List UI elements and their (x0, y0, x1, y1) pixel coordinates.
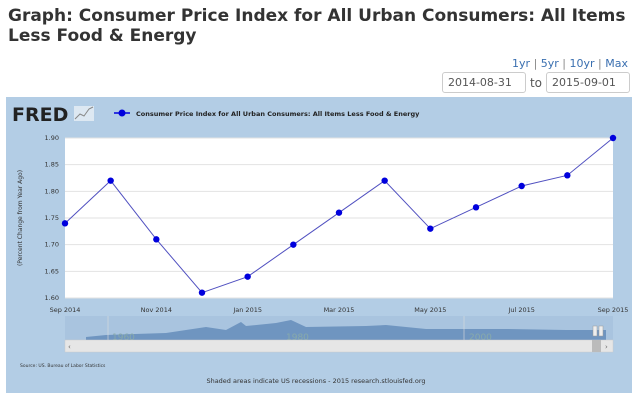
scrollbar-thumb[interactable] (592, 340, 601, 352)
y-tick-label: 1.65 (45, 267, 59, 275)
data-point[interactable] (518, 182, 525, 190)
data-point[interactable] (472, 204, 480, 211)
data-point[interactable] (381, 177, 388, 184)
navigator-label-1960: 1960 (112, 333, 135, 343)
data-point[interactable] (107, 177, 114, 184)
data-point[interactable] (609, 134, 617, 142)
start-date-input[interactable] (441, 72, 526, 93)
data-point[interactable] (198, 289, 206, 296)
date-range: to (441, 72, 630, 93)
scroll-right-icon[interactable]: › (605, 343, 608, 351)
y-tick-label: 1.75 (45, 214, 59, 222)
legend-label[interactable]: Consumer Price Index for All Urban Consu… (136, 110, 420, 118)
x-tick-label: May 2015 (414, 306, 446, 314)
chart-panel: FRED Consumer Price Index for All Urban … (6, 97, 632, 393)
navigator-handle-right[interactable] (598, 325, 604, 337)
page-title: Graph: Consumer Price Index for All Urba… (8, 6, 626, 46)
x-tick-label: Sep 2014 (50, 306, 81, 314)
range-1yr[interactable]: 1yr (512, 57, 531, 70)
navigator-handle-left[interactable] (592, 325, 598, 337)
x-tick-label: Nov 2014 (141, 306, 172, 314)
y-tick-label: 1.90 (45, 134, 59, 142)
fred-logo-graph-icon (74, 106, 94, 121)
data-point[interactable] (290, 241, 297, 248)
range-5yr[interactable]: 5yr (540, 57, 559, 70)
x-tick-label: Jan 2015 (232, 306, 262, 314)
scroll-left-icon[interactable]: ‹ (68, 343, 71, 351)
scrollbar[interactable]: ‹ › (64, 339, 614, 353)
x-tick-label: Mar 2015 (324, 306, 355, 314)
y-tick-label: 1.85 (45, 161, 59, 169)
range-links: 1yr | 5yr | 10yr | Max (512, 57, 628, 70)
data-point[interactable] (335, 209, 343, 216)
data-point[interactable] (564, 172, 571, 179)
y-axis-label: (Percent Change from Year Ago) (17, 170, 24, 266)
chart-svg: FRED Consumer Price Index for All Urban … (12, 104, 629, 385)
x-tick-label: Sep 2015 (598, 306, 629, 314)
y-tick-label: 1.80 (45, 187, 59, 195)
source-text: Source: US. Bureau of Labor Statistics (20, 363, 106, 369)
data-point[interactable] (153, 236, 160, 243)
navigator-label-1980: 1980 (286, 333, 309, 343)
y-tick-label: 1.60 (45, 294, 59, 302)
footer-text: Shaded areas indicate US recessions - 20… (206, 377, 425, 385)
y-tick-label: 1.70 (45, 241, 59, 249)
date-separator: to (529, 75, 542, 90)
x-tick-label: Jul 2015 (507, 306, 534, 314)
data-point[interactable] (244, 273, 251, 280)
range-max[interactable]: Max (605, 57, 628, 70)
navigator-series (86, 320, 606, 340)
data-point[interactable] (61, 220, 69, 227)
fred-logo: FRED (12, 104, 68, 126)
data-point[interactable] (427, 225, 434, 232)
range-10yr[interactable]: 10yr (569, 57, 595, 70)
navigator-label-2000: 2000 (469, 333, 492, 343)
end-date-input[interactable] (546, 72, 630, 93)
legend-marker (118, 109, 126, 117)
navigator[interactable]: 1960 1980 2000 (65, 316, 613, 343)
